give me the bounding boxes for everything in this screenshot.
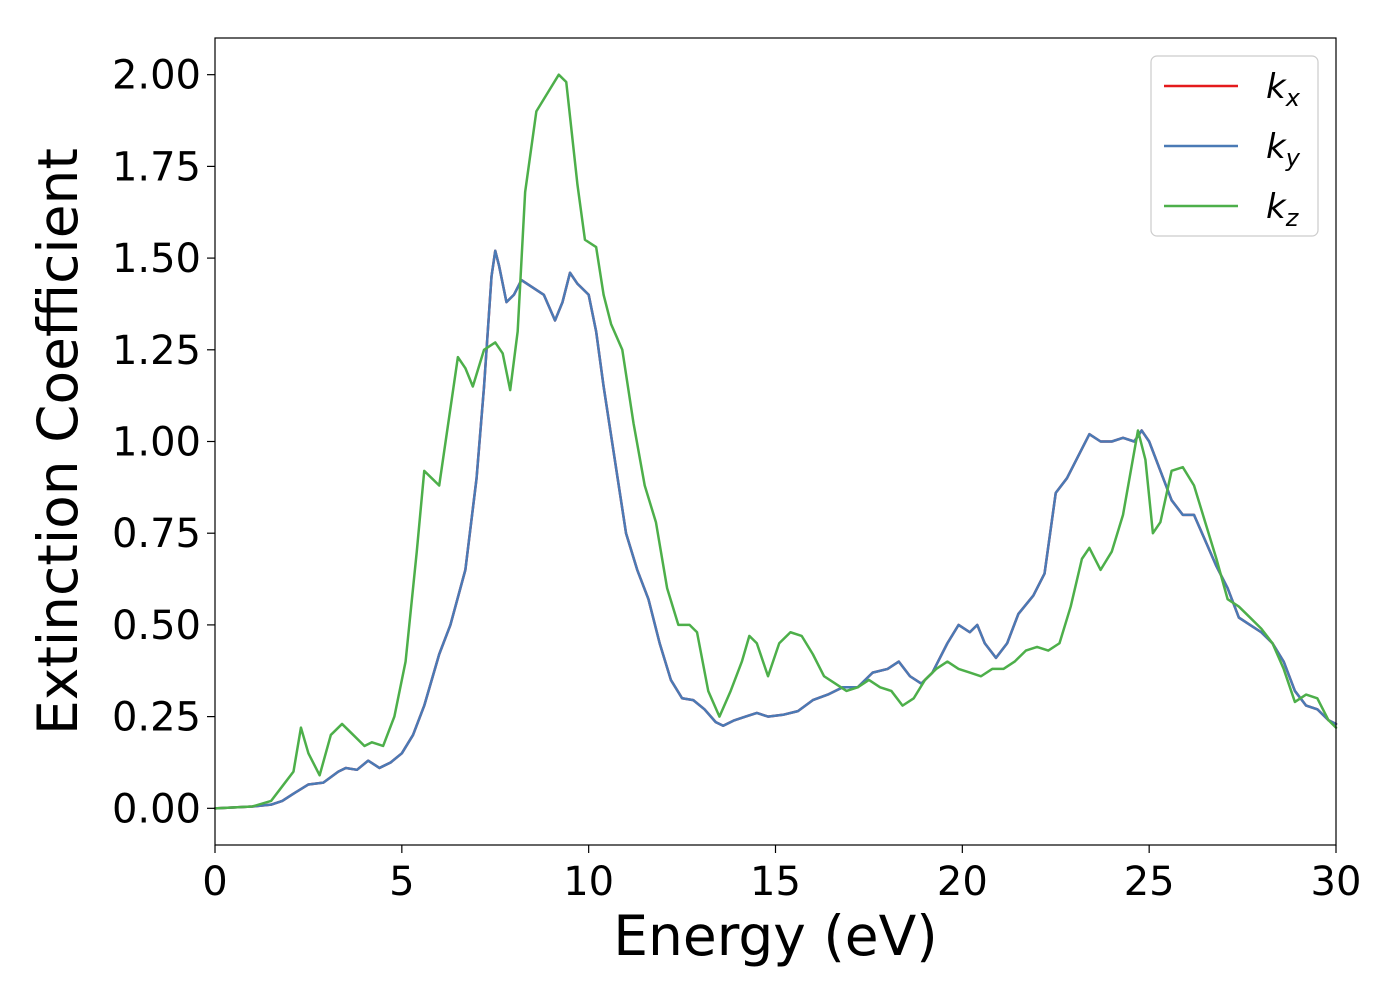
y-tick-label: 0.25 (112, 695, 201, 741)
x-axis-title: Energy (eV) (613, 904, 937, 968)
x-tick-label: 15 (750, 859, 801, 905)
y-axis-title: Extinction Coefficient (26, 148, 90, 735)
y-tick-label: 1.25 (112, 328, 201, 374)
series-line-ky (213, 249, 1338, 810)
series-line-kx (213, 249, 1338, 810)
y-tick-label: 0.00 (112, 786, 201, 832)
x-tick-label: 25 (1124, 859, 1175, 905)
y-tick-label: 1.00 (112, 420, 201, 466)
y-tick-label: 0.75 (112, 511, 201, 557)
ticks-layer: 0 5 10 15 20 25 30 0.00 0.25 0.50 0.75 1.00 1.25 1.50… (112, 53, 1362, 905)
series-line-kz (213, 73, 1338, 810)
legend-label-kz: kz (1266, 187, 1300, 232)
x-tick-label: 0 (202, 859, 227, 905)
x-tick-label: 10 (563, 859, 614, 905)
legend: kx ky kz (1150, 55, 1319, 237)
legend-label-kx: kx (1266, 67, 1301, 112)
y-tick-label: 1.75 (112, 144, 201, 190)
y-tick-label: 0.50 (112, 603, 201, 649)
series-layer (213, 73, 1338, 810)
x-tick-label: 5 (389, 859, 414, 905)
legend-label-ky: ky (1266, 127, 1301, 172)
y-tick-label: 1.50 (112, 236, 201, 282)
x-tick-label: 20 (937, 859, 988, 905)
y-tick-label: 2.00 (112, 53, 201, 99)
x-tick-label: 30 (1311, 859, 1362, 905)
